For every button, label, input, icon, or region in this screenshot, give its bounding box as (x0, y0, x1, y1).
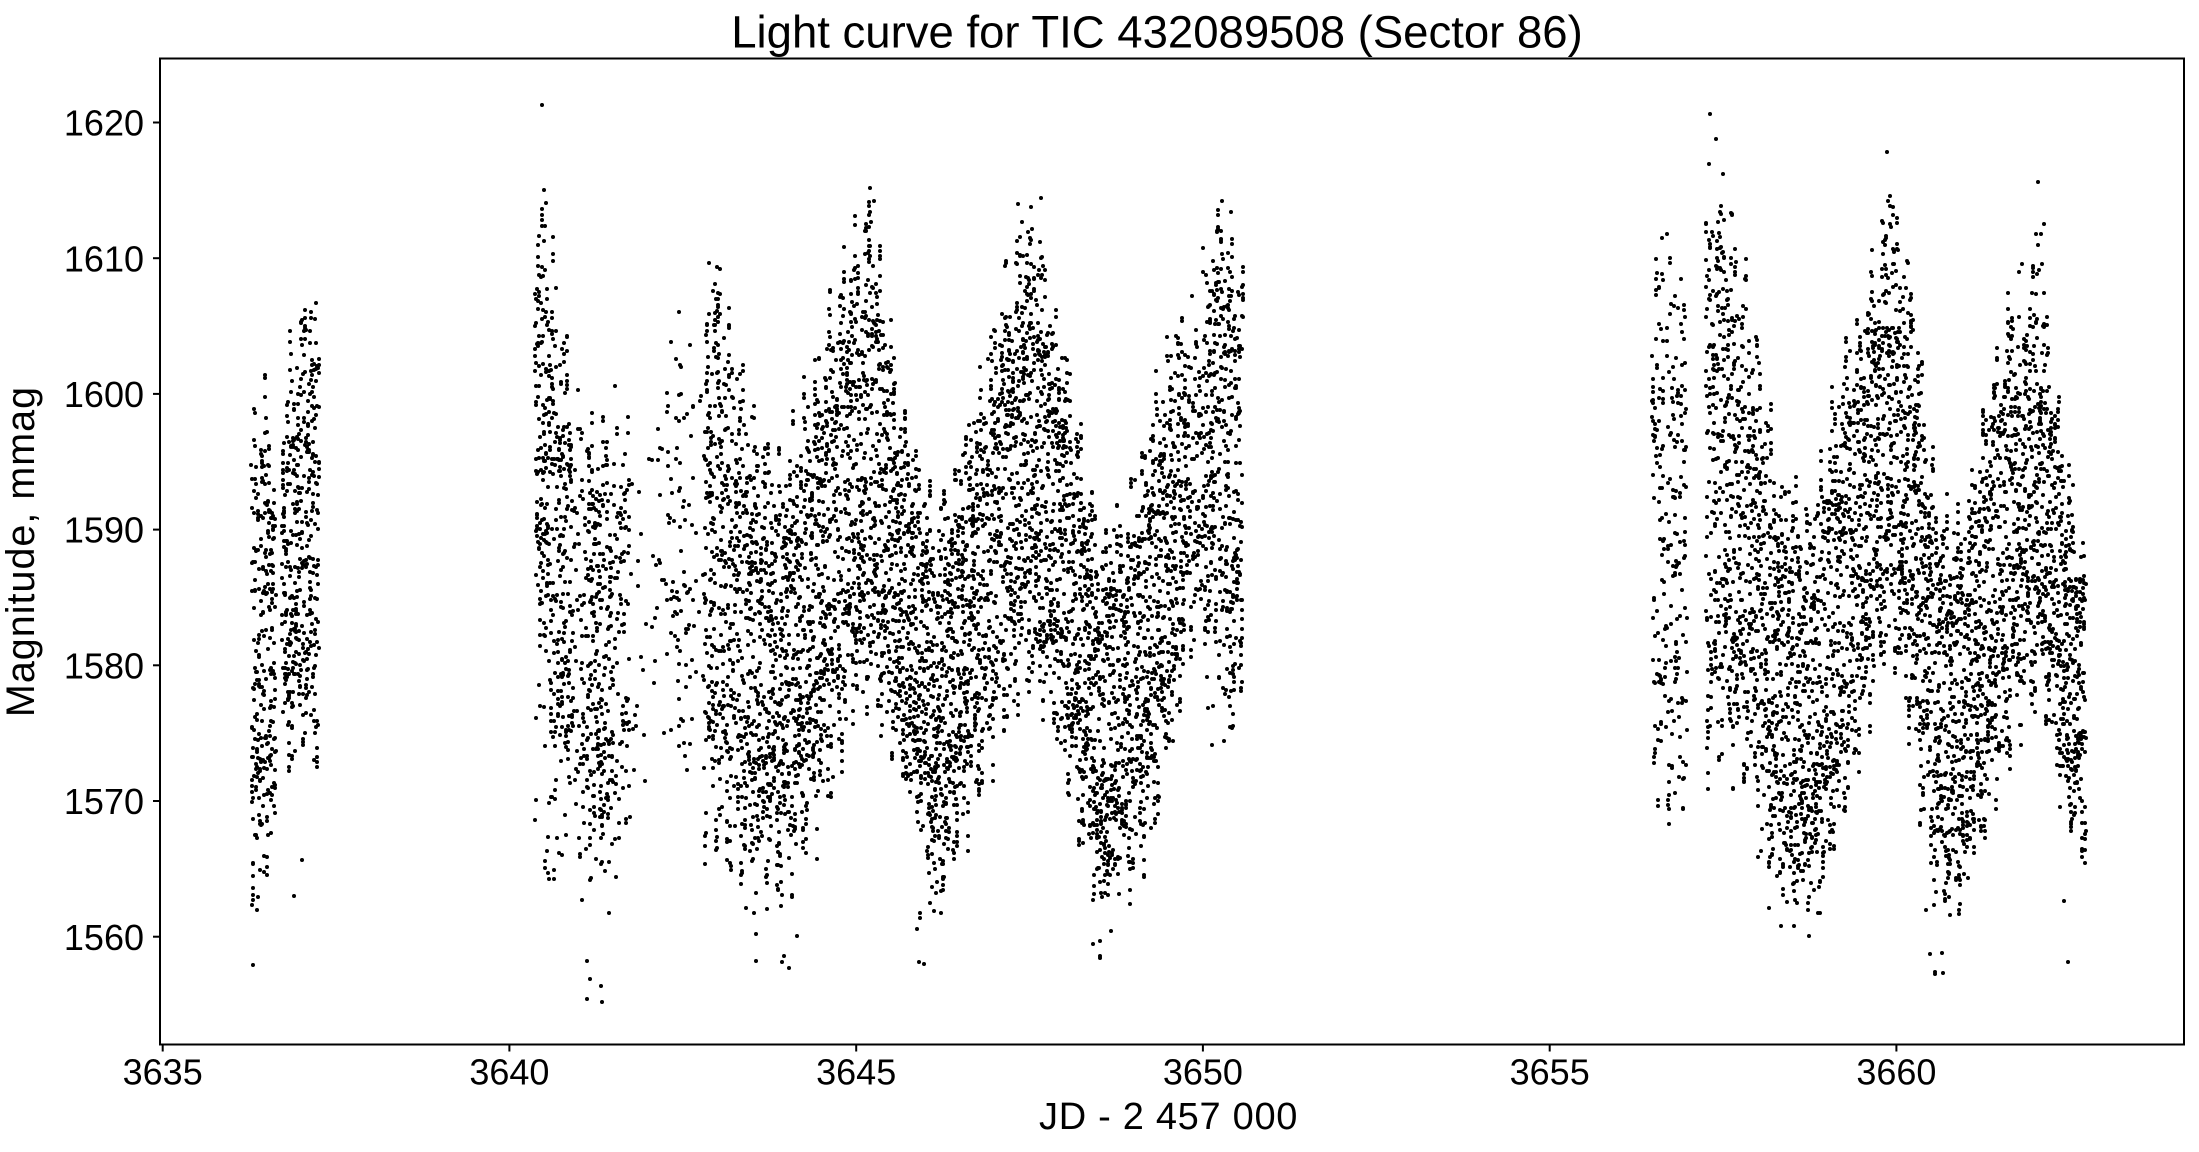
svg-text:3655: 3655 (1510, 1052, 1590, 1093)
svg-text:3650: 3650 (1163, 1052, 1243, 1093)
svg-text:Magnitude, mmag: Magnitude, mmag (0, 386, 43, 717)
svg-text:1580: 1580 (64, 645, 144, 686)
svg-text:JD - 2 457 000: JD - 2 457 000 (1039, 1096, 1298, 1138)
svg-text:Light curve for TIC 432089508: Light curve for TIC 432089508 (Sector 86… (731, 7, 1583, 58)
svg-text:3635: 3635 (123, 1052, 203, 1093)
svg-text:3645: 3645 (816, 1052, 896, 1093)
svg-text:3660: 3660 (1856, 1052, 1936, 1093)
svg-text:3640: 3640 (469, 1052, 549, 1093)
svg-text:1610: 1610 (64, 238, 144, 279)
svg-text:1590: 1590 (64, 510, 144, 551)
svg-text:1570: 1570 (64, 781, 144, 822)
svg-text:1600: 1600 (64, 374, 144, 415)
svg-text:1560: 1560 (64, 917, 144, 958)
svg-text:1620: 1620 (64, 103, 144, 144)
